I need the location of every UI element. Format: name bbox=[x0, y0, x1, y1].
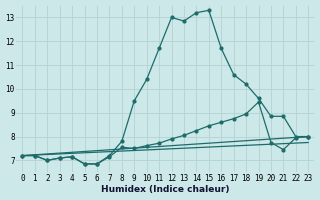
X-axis label: Humidex (Indice chaleur): Humidex (Indice chaleur) bbox=[101, 185, 229, 194]
